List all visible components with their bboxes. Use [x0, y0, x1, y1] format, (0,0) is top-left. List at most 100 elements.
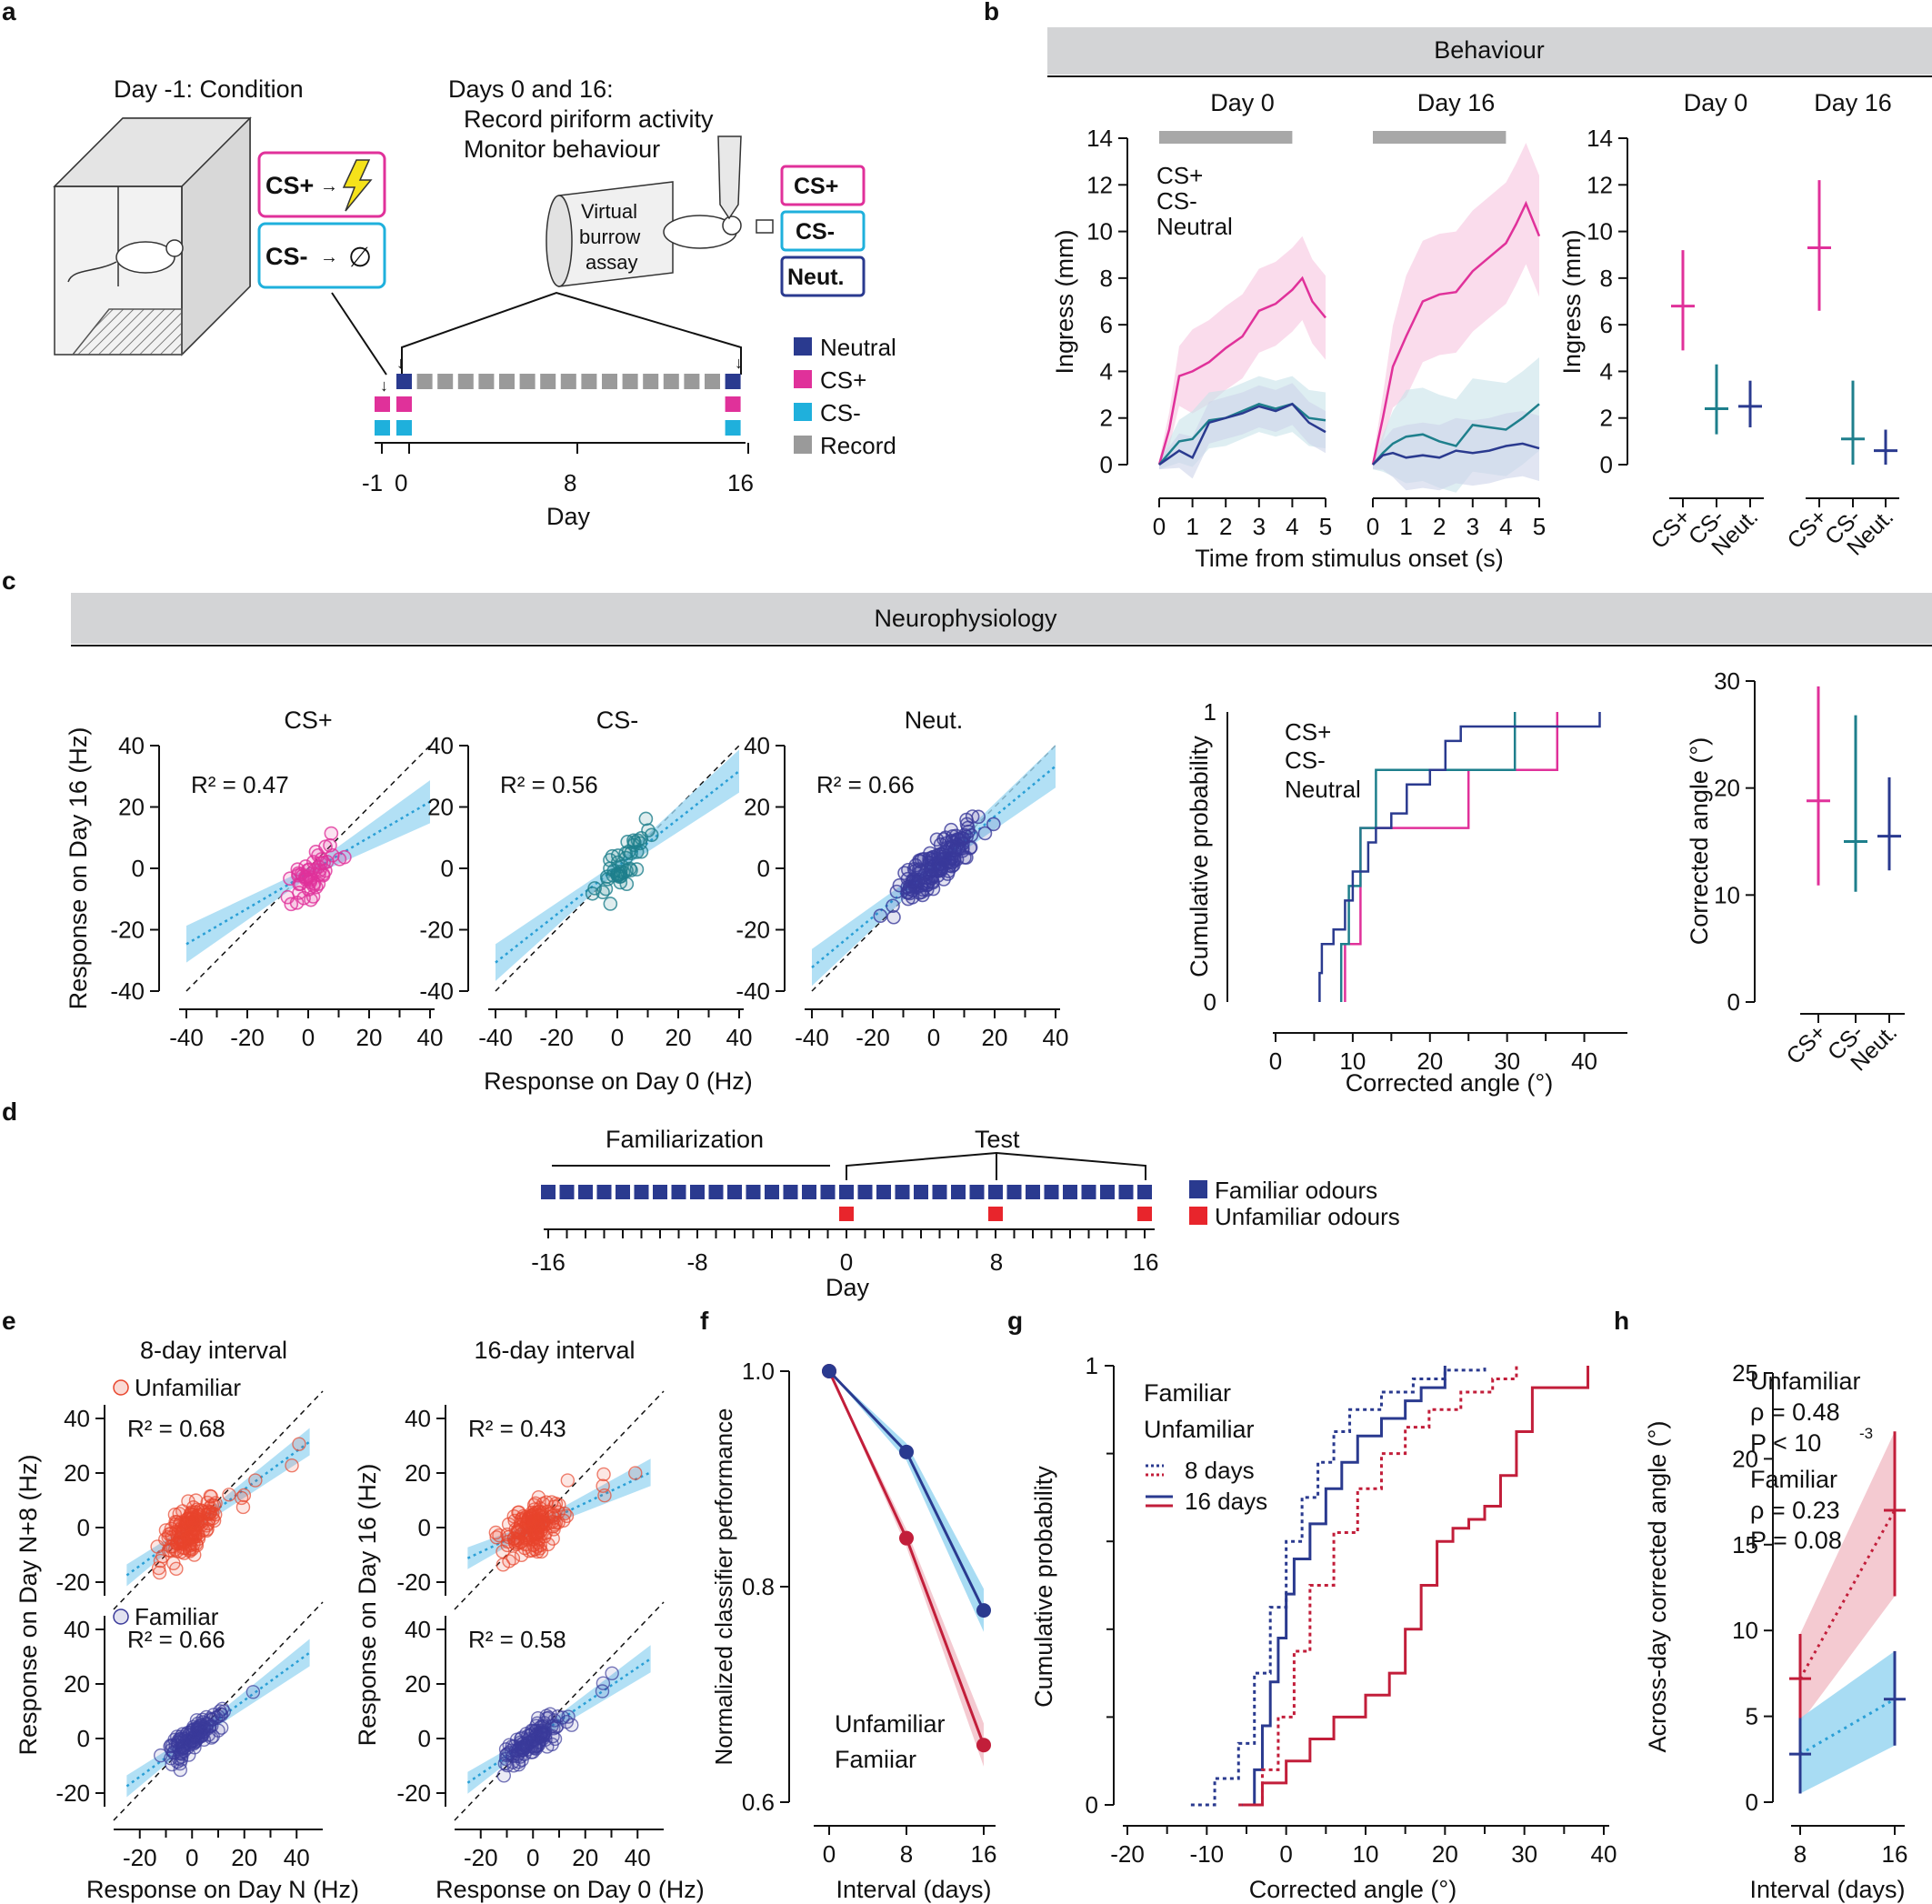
data-point — [539, 1709, 554, 1723]
x-tick-label: 0 — [823, 1840, 836, 1868]
data-point — [175, 1740, 190, 1756]
data-point — [889, 884, 905, 899]
data-point — [245, 1685, 261, 1699]
arrow-down-icon: ↓ — [380, 376, 388, 395]
y-tick-label: 20 — [64, 1459, 90, 1487]
y-tick-label: 0 — [1746, 1789, 1758, 1816]
data-point — [551, 1505, 566, 1519]
data-point — [520, 1532, 535, 1548]
y-axis-label: Ingress (mm) — [1051, 229, 1078, 374]
y-tick-label: 20 — [744, 794, 770, 821]
trace-line-CS+ — [1157, 276, 1326, 466]
data-point — [961, 824, 976, 839]
unfamiliar-rho: ρ = 0.48 — [1750, 1398, 1840, 1426]
x-tick-label: 40 — [417, 1024, 444, 1051]
legend-cs-plus: CS+ — [1285, 718, 1331, 746]
null-icon: ∅ — [348, 243, 372, 273]
legend-unfamiliar: Unfamiliar — [135, 1374, 241, 1401]
data-point — [518, 1738, 533, 1753]
x-tick-label: -40 — [795, 1024, 829, 1051]
x-tick-label: 5 — [1533, 513, 1546, 540]
y-tick-label: 0 — [1086, 1791, 1098, 1819]
y-tick-label: -20 — [110, 917, 145, 944]
legend-16-days: 16 days — [1185, 1488, 1267, 1515]
timeline-tick-label: 8 — [564, 469, 576, 496]
data-point — [597, 1488, 612, 1503]
data-point — [290, 862, 305, 877]
y-tick-label: 8 — [1600, 265, 1613, 292]
y-tick-label: 4 — [1600, 357, 1613, 385]
data-point — [605, 1666, 619, 1680]
cdf-line-CS+ — [1344, 712, 1559, 1002]
trace-line-CS+ — [1371, 200, 1541, 466]
y-tick-label: 4 — [1100, 357, 1113, 385]
x-tick-label: 20 — [1416, 1047, 1443, 1075]
x-tick-label: 0 — [1279, 1840, 1292, 1868]
familiar-day-square — [690, 1185, 705, 1199]
familiar-label: Familiar — [1750, 1466, 1837, 1493]
unfamiliar-trend-line — [1798, 1509, 1897, 1679]
data-point — [172, 1507, 186, 1521]
identity-line — [454, 1601, 665, 1821]
y-tick-label: 8 — [1100, 265, 1113, 292]
timeline-cs-minus-square — [725, 420, 741, 436]
y-tick-label: 0 — [1727, 988, 1740, 1016]
data-point — [204, 1730, 219, 1745]
y-tick-label: 0 — [418, 1514, 431, 1541]
familiar-day-square — [727, 1185, 742, 1199]
familiar-day-square — [857, 1185, 873, 1199]
x-axis-label: Interval (days) — [1749, 1876, 1905, 1903]
data-point — [496, 1544, 510, 1559]
legend-familiar: Famiiar — [835, 1746, 916, 1773]
data-point — [517, 1524, 532, 1538]
timeline-day-square — [519, 374, 536, 389]
y-tick-label: -20 — [55, 1779, 90, 1807]
data-point — [235, 1499, 251, 1515]
y-axis-label: Normalized classifier performance — [710, 1408, 737, 1765]
familiar-day-square — [1081, 1185, 1096, 1199]
legend-swatch-cs-minus — [794, 403, 812, 421]
timeline-day-square — [581, 374, 597, 389]
panel-letter-g: g — [1007, 1307, 1023, 1335]
data-point — [603, 897, 618, 911]
familiar-day-square — [578, 1185, 593, 1199]
x-tick-label: 16 — [1882, 1840, 1908, 1868]
e-scatter-charts: R² = 0.68 -20 0 20 40 8-day interval R² = 0.43… — [15, 1337, 705, 1903]
timeline-day-square — [396, 374, 412, 389]
y-tick-label: 2 — [1100, 405, 1113, 432]
burrow-label-3: assay — [586, 251, 637, 274]
d-tick-label: -16 — [531, 1248, 566, 1276]
x-tick-label: 3 — [1467, 513, 1479, 540]
x-tick-label: 40 — [625, 1844, 651, 1871]
familiar-day-square — [616, 1185, 630, 1199]
legend-marker-unfamiliar — [113, 1379, 129, 1396]
y-tick-label: 40 — [64, 1616, 90, 1643]
y-tick-label: 40 — [744, 732, 770, 759]
sem-band — [829, 1371, 984, 1632]
y-tick-label: 1 — [1086, 1352, 1098, 1379]
data-point — [600, 872, 616, 887]
familiar-day-square — [1006, 1185, 1022, 1199]
record-title-2: Record piriform activity — [464, 105, 714, 133]
y-tick-label: 0 — [77, 1725, 90, 1752]
data-point — [955, 843, 970, 858]
legend-cs-plus: CS+ — [1156, 162, 1203, 189]
x-tick-label: 2 — [1219, 513, 1232, 540]
timeline-day-square — [560, 374, 576, 389]
familiar-day-square — [969, 1185, 985, 1199]
unfamiliar-day-square — [839, 1207, 854, 1221]
unfamiliar-day-square — [988, 1207, 1003, 1221]
timeline-tick-label: 0 — [395, 469, 407, 496]
data-point — [515, 1730, 529, 1745]
data-point — [186, 1513, 201, 1528]
panel-letter-c: c — [2, 566, 16, 595]
subplot-title: Day 16 — [1417, 89, 1496, 116]
familiar-day-square — [653, 1185, 667, 1199]
x-tick-label: -10 — [1190, 1840, 1225, 1868]
x-tick-label: 3 — [1253, 513, 1266, 540]
x-tick-label: 4 — [1286, 513, 1298, 540]
odour-cs-minus-label: CS- — [796, 219, 835, 245]
c-scatter-charts: CS+ R² = 0.47 -40 -20 0 20 40 -40 -20 0 20 40 CS- R² … — [65, 706, 1068, 1095]
